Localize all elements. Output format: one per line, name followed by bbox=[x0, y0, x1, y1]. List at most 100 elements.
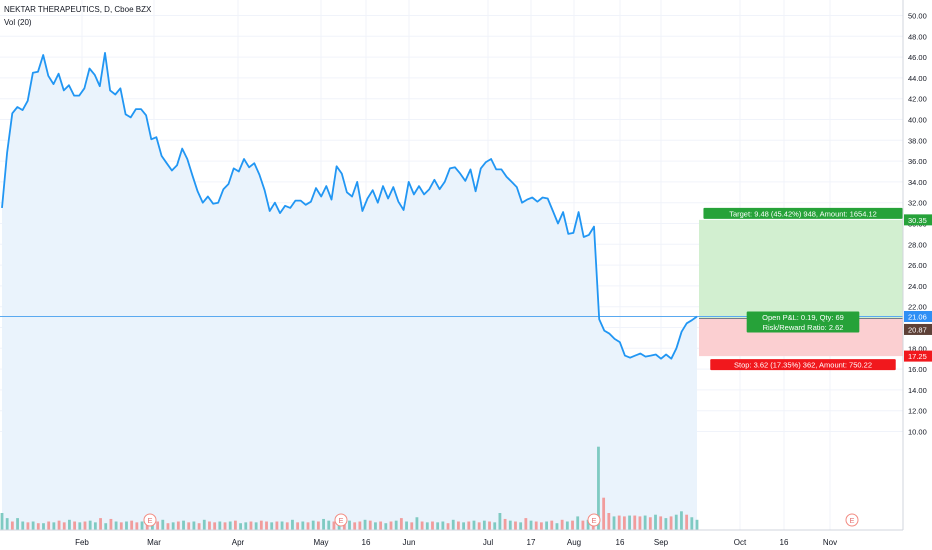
current-price-badge[interactable]: 21.06 bbox=[904, 310, 932, 322]
stop-price-badge[interactable]: 17.25 bbox=[904, 350, 932, 362]
volume-bar bbox=[5, 518, 9, 530]
volume-bar bbox=[192, 521, 196, 530]
volume-bar bbox=[571, 520, 574, 530]
earnings-letter: E bbox=[147, 516, 152, 525]
earnings-marker-icon[interactable]: E bbox=[334, 513, 348, 527]
price-tick-label: 16.00 bbox=[908, 365, 927, 374]
volume-bar bbox=[104, 523, 108, 530]
pnl-label-bg bbox=[746, 311, 860, 323]
volume-bar bbox=[451, 519, 455, 530]
volume-bar bbox=[482, 520, 486, 530]
price-tick-label: 32.00 bbox=[908, 199, 927, 208]
pnl-label-text: Open P&L: 0.19, Qty: 69 bbox=[762, 313, 844, 322]
volume-bar bbox=[441, 521, 445, 530]
volume-bar bbox=[576, 516, 580, 530]
target-price-badge-bg bbox=[904, 214, 932, 226]
price-axis[interactable]: 10.0012.0014.0016.0018.0020.0022.0024.00… bbox=[902, 0, 932, 530]
volume-bar bbox=[648, 517, 652, 530]
volume-bar bbox=[311, 520, 315, 530]
earnings-marker-icon[interactable]: E bbox=[587, 513, 601, 527]
volume-bar bbox=[514, 521, 517, 530]
volume-bar bbox=[62, 522, 66, 530]
volume-bar bbox=[685, 514, 689, 530]
volume-bar bbox=[467, 521, 471, 530]
earnings-marker-icon[interactable]: E bbox=[845, 513, 859, 527]
volume-bar bbox=[78, 522, 82, 530]
volume-bar bbox=[680, 511, 683, 530]
volume-indicator-label[interactable]: Vol (20) bbox=[4, 18, 32, 27]
price-tick-label: 50.00 bbox=[908, 12, 927, 21]
entry-price-badge[interactable]: 20.87 bbox=[904, 323, 932, 335]
volume-bar bbox=[166, 523, 170, 530]
volume-bar bbox=[488, 521, 491, 530]
price-tick-label: 28.00 bbox=[908, 240, 927, 249]
volume-bar bbox=[597, 446, 600, 530]
volume-bar bbox=[93, 522, 97, 530]
target-label: Target: 9.48 (45.42%) 948, Amount: 1654.… bbox=[703, 207, 903, 219]
volume-bar bbox=[57, 520, 61, 530]
target-price-badge[interactable]: 30.35 bbox=[904, 214, 932, 226]
volume-bar bbox=[669, 516, 673, 530]
volume-bar bbox=[130, 520, 134, 530]
volume-bar bbox=[415, 517, 419, 530]
volume-bar bbox=[342, 521, 346, 530]
price-tick-label: 12.00 bbox=[908, 407, 927, 416]
volume-bar bbox=[389, 521, 393, 530]
position-zones[interactable] bbox=[699, 219, 903, 357]
earnings-circle bbox=[845, 513, 859, 527]
volume-bar bbox=[358, 521, 362, 530]
volume-bar bbox=[182, 520, 185, 530]
volume-bar bbox=[285, 522, 289, 530]
chart-title: NEKTAR THERAPEUTICS, D, Cboe BZX bbox=[4, 5, 152, 14]
volume-bar bbox=[493, 522, 497, 530]
volume-bar bbox=[140, 521, 144, 530]
volume-bar bbox=[316, 521, 320, 530]
volume-bar bbox=[176, 521, 180, 530]
time-tick-label: Jun bbox=[403, 538, 416, 547]
time-tick-label: Apr bbox=[232, 538, 245, 547]
volume-bar bbox=[617, 515, 621, 530]
position-labels: Target: 9.48 (45.42%) 948, Amount: 1654.… bbox=[703, 207, 903, 371]
earnings-marker-icon[interactable]: E bbox=[143, 513, 157, 527]
stop-label-bg bbox=[710, 359, 896, 371]
volume-bar bbox=[472, 520, 476, 530]
price-line[interactable] bbox=[1, 52, 698, 360]
volume-bar bbox=[524, 518, 528, 530]
volume-bar bbox=[353, 522, 357, 530]
volume-bar bbox=[42, 523, 45, 530]
volume-bar bbox=[612, 516, 616, 530]
volume-bar bbox=[280, 521, 284, 530]
target-zone[interactable] bbox=[699, 219, 903, 319]
volume-bar bbox=[446, 523, 450, 530]
price-tick-label: 14.00 bbox=[908, 386, 927, 395]
volume-bar bbox=[503, 518, 507, 530]
volume-bar bbox=[10, 521, 14, 530]
target-price-badge-text: 30.35 bbox=[908, 216, 927, 225]
volume-bar bbox=[519, 522, 523, 530]
time-tick-label: 16 bbox=[780, 538, 789, 547]
volume-bar bbox=[16, 518, 19, 530]
volume-bar bbox=[73, 521, 77, 530]
time-axis[interactable]: Feb Mar Apr May 16 Jun Jul 17 Aug 16 Sep Oct 16 Nov bbox=[0, 529, 903, 547]
earnings-letter: E bbox=[338, 516, 343, 525]
volume-bar bbox=[498, 513, 502, 530]
volume-bar bbox=[119, 522, 123, 530]
volume-bar bbox=[654, 514, 657, 530]
stop-price-badge-text: 17.25 bbox=[908, 352, 927, 361]
time-tick-label: Sep bbox=[654, 538, 669, 547]
volume-bar bbox=[301, 521, 305, 530]
volume-bar bbox=[249, 521, 253, 530]
risk-reward-label-text: Risk/Reward Ratio: 2.62 bbox=[763, 323, 844, 332]
volume-bars bbox=[0, 446, 699, 530]
time-tick-label: May bbox=[313, 538, 328, 547]
price-tick-label: 10.00 bbox=[908, 428, 927, 437]
time-tick-label: Jul bbox=[483, 538, 493, 547]
price-tick-label: 38.00 bbox=[908, 136, 927, 145]
volume-bar bbox=[21, 521, 25, 530]
volume-bar bbox=[306, 522, 310, 530]
volume-bar bbox=[394, 520, 398, 530]
volume-bar bbox=[244, 522, 248, 530]
price-tick-label: 42.00 bbox=[908, 95, 927, 104]
